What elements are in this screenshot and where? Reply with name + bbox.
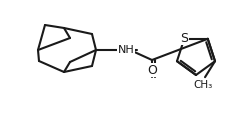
Text: NH: NH [118, 45, 134, 55]
Text: CH₃: CH₃ [193, 79, 213, 89]
Text: O: O [147, 64, 157, 77]
Text: S: S [180, 32, 188, 45]
